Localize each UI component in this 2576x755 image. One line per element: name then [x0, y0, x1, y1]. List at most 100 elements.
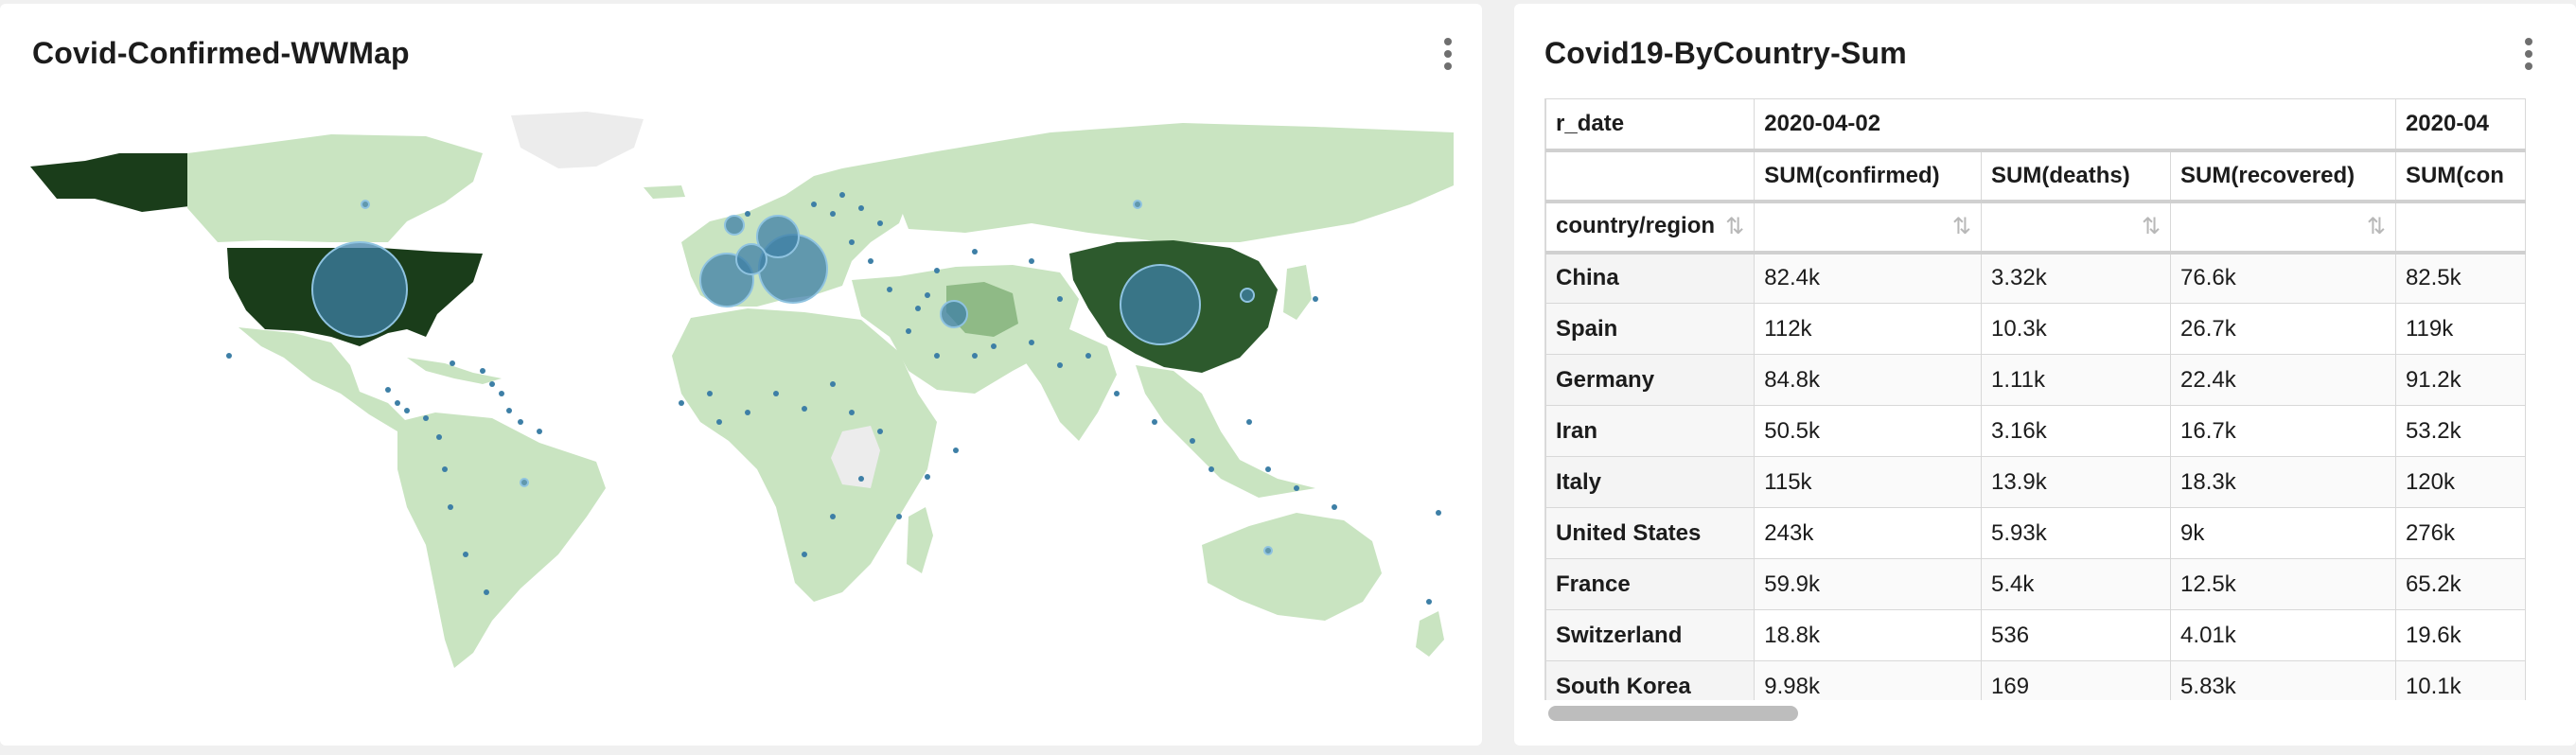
southeast-asia — [1136, 365, 1315, 498]
date-header-value-next: 2020-04 — [2394, 98, 2526, 152]
cell-confirmed: 9.98k — [1754, 660, 1983, 700]
russia — [842, 123, 1454, 242]
caribbean — [407, 358, 502, 384]
cell-deaths: 3.16k — [1981, 405, 2172, 457]
cell-confirmed: 112k — [1754, 303, 1983, 355]
africa-nodata — [831, 426, 880, 488]
row-country: Switzerland — [1545, 609, 1756, 661]
cell-deaths: 536 — [1981, 609, 2172, 661]
world-map-svg — [30, 112, 1454, 668]
canada — [187, 134, 483, 242]
map-panel: Covid-Confirmed-WWMap — [0, 4, 1482, 746]
bubble-brazil — [520, 478, 529, 487]
japan — [1283, 265, 1312, 320]
cell-confirmed-next: 120k — [2394, 456, 2526, 508]
table-row: China 82.4k 3.32k 76.6k 82.5k — [1545, 252, 2526, 304]
cell-deaths: 10.3k — [1981, 303, 2172, 355]
cell-confirmed: 115k — [1754, 456, 1983, 508]
cell-deaths: 1.11k — [1981, 354, 2172, 406]
cell-deaths: 5.93k — [1981, 507, 2172, 559]
cell-recovered: 5.83k — [2170, 660, 2396, 700]
metric-header-confirmed: SUM(confirmed) — [1754, 149, 1983, 203]
horizontal-scrollbar-thumb[interactable] — [1548, 706, 1798, 721]
cell-recovered: 16.7k — [2170, 405, 2396, 457]
header-row-metric: SUM(confirmed) SUM(deaths) SUM(recovered… — [1545, 149, 2526, 203]
cell-confirmed-next: 82.5k — [2394, 252, 2526, 304]
dot-layer — [226, 192, 1441, 605]
date-header-value: 2020-04-02 — [1754, 98, 2396, 152]
cell-recovered: 18.3k — [2170, 456, 2396, 508]
mexico — [238, 327, 407, 431]
bubble-china — [1120, 264, 1201, 345]
bubble-canada — [361, 200, 370, 209]
cell-recovered: 9k — [2170, 507, 2396, 559]
pivot-table: r_date 2020-04-02 2020-04 SUM(confirmed)… — [1545, 98, 2526, 700]
cell-confirmed: 18.8k — [1754, 609, 1983, 661]
row-country: China — [1545, 252, 1756, 304]
table-row: Switzerland 18.8k 536 4.01k 19.6k — [1545, 609, 2526, 661]
cell-confirmed: 243k — [1754, 507, 1983, 559]
cell-confirmed: 82.4k — [1754, 252, 1983, 304]
bubble-layer — [311, 200, 1273, 555]
metric-header-confirmed-next: SUM(con — [2394, 149, 2526, 203]
cell-recovered: 4.01k — [2170, 609, 2396, 661]
date-header-label: r_date — [1545, 98, 1756, 152]
table-row: South Korea 9.98k 169 5.83k 10.1k — [1545, 660, 2526, 700]
map-panel-title: Covid-Confirmed-WWMap — [32, 36, 410, 70]
africa — [672, 308, 937, 602]
south-asia — [1013, 329, 1117, 441]
cell-confirmed-next: 19.6k — [2394, 609, 2526, 661]
cell-deaths: 3.32k — [1981, 252, 2172, 304]
kebab-menu-icon[interactable] — [1442, 38, 1454, 70]
cell-confirmed: 84.8k — [1754, 354, 1983, 406]
cell-deaths: 5.4k — [1981, 558, 2172, 610]
bubble-russia — [1133, 200, 1142, 209]
cell-recovered: 12.5k — [2170, 558, 2396, 610]
cell-recovered: 22.4k — [2170, 354, 2396, 406]
sort-icon[interactable]: ⇅ — [1725, 214, 1745, 239]
cell-confirmed-next: 65.2k — [2394, 558, 2526, 610]
sort-icon[interactable]: ⇅ — [2141, 214, 2161, 239]
header-row-date: r_date 2020-04-02 2020-04 — [1545, 98, 2526, 152]
cell-confirmed: 50.5k — [1754, 405, 1983, 457]
table-row: Italy 115k 13.9k 18.3k 120k — [1545, 456, 2526, 508]
sort-icon[interactable]: ⇅ — [1951, 214, 1972, 239]
iceland — [644, 185, 685, 199]
kebab-menu-icon[interactable] — [2523, 38, 2534, 70]
metric-header-recovered: SUM(recovered) — [2170, 149, 2396, 203]
cell-confirmed-next: 119k — [2394, 303, 2526, 355]
new-zealand — [1416, 611, 1444, 657]
madagascar — [907, 507, 933, 573]
table-body: China 82.4k 3.32k 76.6k 82.5k Spain 112k… — [1545, 252, 2526, 700]
row-country: Germany — [1545, 354, 1756, 406]
cell-confirmed-next: 91.2k — [2394, 354, 2526, 406]
bubble-south-korea — [1240, 288, 1255, 303]
header-row-sort: country/region ⇅ ⇅ ⇅ ⇅ — [1545, 201, 2526, 255]
row-label-header[interactable]: country/region ⇅ — [1545, 201, 1756, 255]
alaska — [30, 153, 189, 212]
metric-header-deaths: SUM(deaths) — [1981, 149, 2172, 203]
table-row: France 59.9k 5.4k 12.5k 65.2k — [1545, 558, 2526, 610]
bubble-iran — [940, 300, 968, 328]
pivot-table-viewport[interactable]: r_date 2020-04-02 2020-04 SUM(confirmed)… — [1544, 98, 2526, 700]
bubble-uk — [724, 215, 745, 236]
south-america — [397, 413, 606, 668]
row-country: South Korea — [1545, 660, 1756, 700]
cell-recovered: 26.7k — [2170, 303, 2396, 355]
cell-confirmed: 59.9k — [1754, 558, 1983, 610]
cell-deaths: 13.9k — [1981, 456, 2172, 508]
cell-confirmed-next: 10.1k — [2394, 660, 2526, 700]
sort-icon[interactable]: ⇅ — [2366, 214, 2386, 239]
bubble-france — [735, 243, 768, 275]
australia — [1202, 513, 1382, 621]
horizontal-scrollbar[interactable] — [1548, 706, 2521, 721]
bubble-united-states — [311, 241, 408, 338]
table-panel: Covid19-ByCountry-Sum r_date 2020-04-02 … — [1514, 4, 2576, 746]
cell-recovered: 76.6k — [2170, 252, 2396, 304]
cell-confirmed-next: 276k — [2394, 507, 2526, 559]
bubble-australia — [1263, 546, 1273, 555]
cell-deaths: 169 — [1981, 660, 2172, 700]
world-map[interactable] — [28, 110, 1454, 677]
table-row: Germany 84.8k 1.11k 22.4k 91.2k — [1545, 354, 2526, 406]
row-country: United States — [1545, 507, 1756, 559]
